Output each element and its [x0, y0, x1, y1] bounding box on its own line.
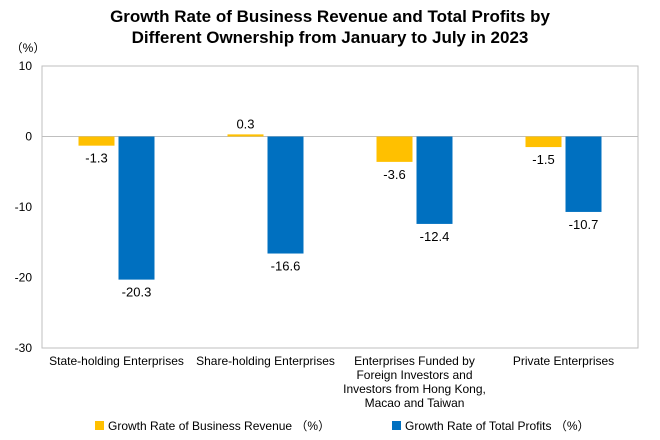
- legend-label-profits: Growth Rate of Total Profits （%）: [405, 419, 590, 433]
- data-label: -12.4: [420, 229, 450, 244]
- chart-title: Growth Rate of Business Revenue and Tota…: [0, 6, 660, 48]
- legend: Growth Rate of Business Revenue （%） Grow…: [0, 417, 660, 435]
- chart-title-line-1: Growth Rate of Business Revenue and Tota…: [110, 7, 550, 26]
- x-category-label: Private Enterprises: [513, 354, 614, 368]
- y-axis-unit-label: （%）: [11, 41, 46, 55]
- data-label: -16.6: [271, 259, 301, 274]
- y-tick-label: -30: [15, 341, 33, 355]
- bar: [267, 136, 304, 254]
- bar: [78, 136, 115, 146]
- data-label: 0.3: [236, 116, 254, 131]
- y-tick-label: 10: [19, 59, 33, 73]
- legend-item-profits: Growth Rate of Total Profits （%）: [392, 417, 590, 434]
- bar: [118, 136, 155, 280]
- bar: [227, 134, 264, 137]
- data-label: -3.6: [383, 167, 405, 182]
- x-category-label: Enterprises Funded by: [354, 354, 475, 368]
- data-label: -10.7: [569, 217, 599, 232]
- x-category-label: Foreign Investors and: [356, 368, 472, 382]
- chart-title-line-2: Different Ownership from January to July…: [131, 28, 529, 47]
- legend-item-revenue: Growth Rate of Business Revenue （%）: [95, 417, 330, 434]
- y-tick-label: 0: [25, 130, 32, 144]
- bar: [565, 136, 602, 212]
- legend-label-revenue: Growth Rate of Business Revenue （%）: [108, 419, 331, 433]
- data-label: -1.3: [85, 151, 107, 166]
- data-label: -1.5: [532, 152, 554, 167]
- x-category-label: Macao and Taiwan: [365, 396, 465, 410]
- y-tick-label: -20: [15, 271, 33, 285]
- bar: [376, 136, 413, 162]
- legend-swatch-profits: [392, 421, 401, 430]
- plot-area-border: [41, 65, 639, 349]
- x-category-label: Investors from Hong Kong,: [343, 382, 486, 396]
- legend-swatch-revenue: [95, 421, 104, 430]
- bar: [416, 136, 453, 224]
- x-category-label: State-holding Enterprises: [49, 354, 184, 368]
- data-label: -20.3: [122, 285, 152, 300]
- bar: [525, 136, 562, 148]
- x-category-label: Share-holding Enterprises: [196, 354, 335, 368]
- y-tick-label: -10: [15, 200, 33, 214]
